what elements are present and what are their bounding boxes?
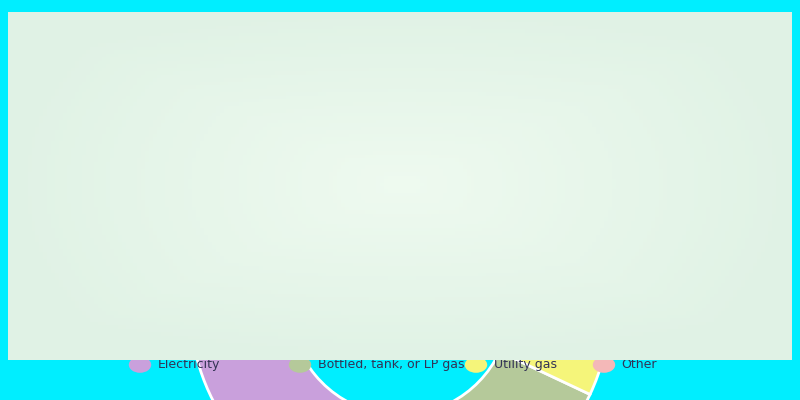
- Text: Utility gas: Utility gas: [494, 358, 557, 371]
- Text: Most commonly used house heating fuel in apartments in Makanda, IL: Most commonly used house heating fuel in…: [44, 28, 756, 46]
- Ellipse shape: [129, 357, 151, 373]
- Text: Electricity: Electricity: [158, 358, 220, 371]
- Ellipse shape: [465, 357, 487, 373]
- Wedge shape: [361, 352, 590, 400]
- Wedge shape: [499, 312, 610, 394]
- Ellipse shape: [289, 357, 311, 373]
- Wedge shape: [510, 305, 610, 318]
- Ellipse shape: [593, 357, 615, 373]
- Text: Bottled, tank, or LP gas: Bottled, tank, or LP gas: [318, 358, 464, 371]
- Text: City-Data.com: City-Data.com: [658, 67, 734, 77]
- Text: Other: Other: [622, 358, 657, 371]
- Wedge shape: [190, 305, 379, 400]
